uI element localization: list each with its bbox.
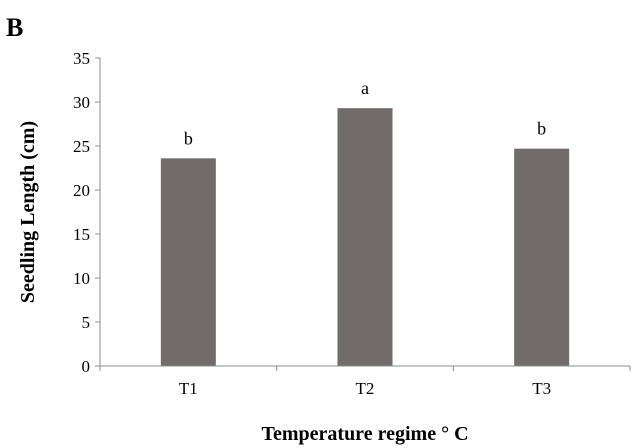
bars [160,108,570,366]
significance-labels: b a b [184,78,546,148]
y-tick-label: 15 [73,225,90,244]
x-axis-ticks: T1 T2 T3 [99,366,631,398]
bar-t2 [337,108,393,366]
significance-label: b [537,119,546,139]
x-tick-label: T1 [179,379,198,398]
y-tick-label: 20 [73,181,90,200]
panel-label: B [6,13,23,42]
y-tick-label: 5 [82,313,91,332]
y-axis-ticks: 0 5 10 15 20 25 30 35 [73,49,100,376]
y-tick-label: 10 [73,269,90,288]
x-tick-label: T3 [532,379,551,398]
significance-label: b [184,128,193,148]
x-axis-title: Temperature regime ° C [261,423,468,445]
bar-t3 [514,148,570,366]
bar-t1 [160,158,216,366]
y-tick-label: 0 [82,357,91,376]
significance-label: a [361,78,369,98]
y-axis-title: Seedling Length (cm) [17,121,39,303]
y-tick-label: 25 [73,137,90,156]
y-tick-label: 30 [73,93,90,112]
y-tick-label: 35 [73,49,90,68]
x-tick-label: T2 [356,379,375,398]
